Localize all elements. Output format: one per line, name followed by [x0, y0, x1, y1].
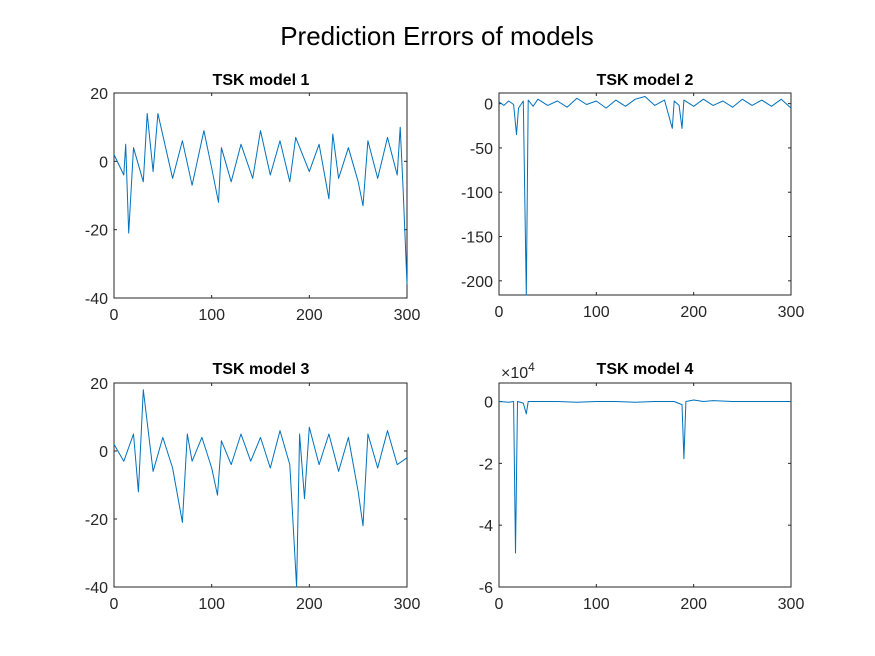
- series-line: [113, 389, 408, 588]
- x-tick-label: 200: [296, 307, 323, 324]
- x-tick-label: 0: [110, 596, 119, 613]
- subplot-2-plot-area: [498, 96, 792, 296]
- x-tick-label: 100: [198, 596, 225, 613]
- subplot-4-title: TSK model 4: [597, 361, 694, 378]
- subplot-4: TSK model 4 0 100 200 300 -6 -4 -2 0 ×104: [479, 360, 805, 613]
- subplot-1: TSK model 1 0 100 200 300 -40 -20 0 20: [85, 72, 421, 324]
- y-tick-label: -40: [85, 580, 108, 597]
- y-tick-label: -50: [470, 141, 493, 158]
- subplot-3-plot-area: [113, 389, 408, 588]
- x-tick-label: 0: [495, 596, 504, 613]
- y-tick-label: -4: [479, 518, 493, 535]
- subplot-4-axes: [498, 382, 792, 588]
- x-tick-label: 0: [495, 304, 504, 321]
- subplot-2-axes: [498, 92, 792, 296]
- series-line: [498, 399, 791, 554]
- y-tick-label: 0: [484, 97, 493, 114]
- subplot-3-ticks: 0 100 200 300 -40 -20 0 20: [85, 376, 421, 613]
- subplot-2-title: TSK model 2: [597, 72, 694, 89]
- x-tick-label: 200: [680, 596, 707, 613]
- x-tick-label: 200: [296, 596, 323, 613]
- subplot-1-ticks: 0 100 200 300 -40 -20 0 20: [85, 86, 421, 324]
- y-tick-label: 0: [99, 444, 108, 461]
- y-tick-label: -150: [461, 230, 493, 247]
- subplot-4-plot-area: [498, 399, 791, 554]
- subplot-1-plot-area: [113, 113, 408, 285]
- y-tick-label: 20: [90, 86, 108, 103]
- x-tick-label: 300: [394, 307, 421, 324]
- figure-title: Prediction Errors of models: [280, 21, 594, 51]
- series-line: [498, 96, 792, 296]
- x-tick-label: 200: [680, 304, 707, 321]
- series-line: [113, 113, 408, 285]
- exponent-base: ×10: [501, 365, 528, 382]
- subplot-4-ticks: 0 100 200 300 -6 -4 -2 0: [479, 383, 805, 613]
- y-tick-label: -40: [85, 291, 108, 308]
- y-tick-label: 0: [99, 154, 108, 171]
- subplot-3: TSK model 3 0 100 200 300 -40 -20 0 20: [85, 361, 421, 613]
- x-tick-label: 300: [778, 596, 805, 613]
- x-tick-label: 100: [583, 304, 610, 321]
- y-tick-label: -2: [479, 456, 493, 473]
- subplot-4-exponent: ×104: [501, 360, 535, 382]
- y-tick-label: 0: [484, 395, 493, 412]
- y-tick-label: -6: [479, 580, 493, 597]
- subplot-1-axes: [113, 92, 408, 299]
- y-tick-label: -200: [461, 274, 493, 291]
- x-tick-label: 300: [778, 304, 805, 321]
- subplot-3-title: TSK model 3: [213, 361, 310, 378]
- subplot-2: TSK model 2 0 100 200 300 -200 -150 -100 -50 0: [461, 72, 804, 321]
- exponent-power: 4: [528, 360, 535, 374]
- y-tick-label: -20: [85, 512, 108, 529]
- x-tick-label: 300: [394, 596, 421, 613]
- y-tick-label: 20: [90, 376, 108, 393]
- x-tick-label: 100: [198, 307, 225, 324]
- subplot-2-ticks: 0 100 200 300 -200 -150 -100 -50 0: [461, 93, 804, 321]
- y-tick-label: -20: [85, 223, 108, 240]
- subplot-3-axes: [113, 382, 408, 588]
- x-tick-label: 0: [110, 307, 119, 324]
- y-tick-label: -100: [461, 185, 493, 202]
- subplot-1-title: TSK model 1: [213, 72, 310, 89]
- x-tick-label: 100: [583, 596, 610, 613]
